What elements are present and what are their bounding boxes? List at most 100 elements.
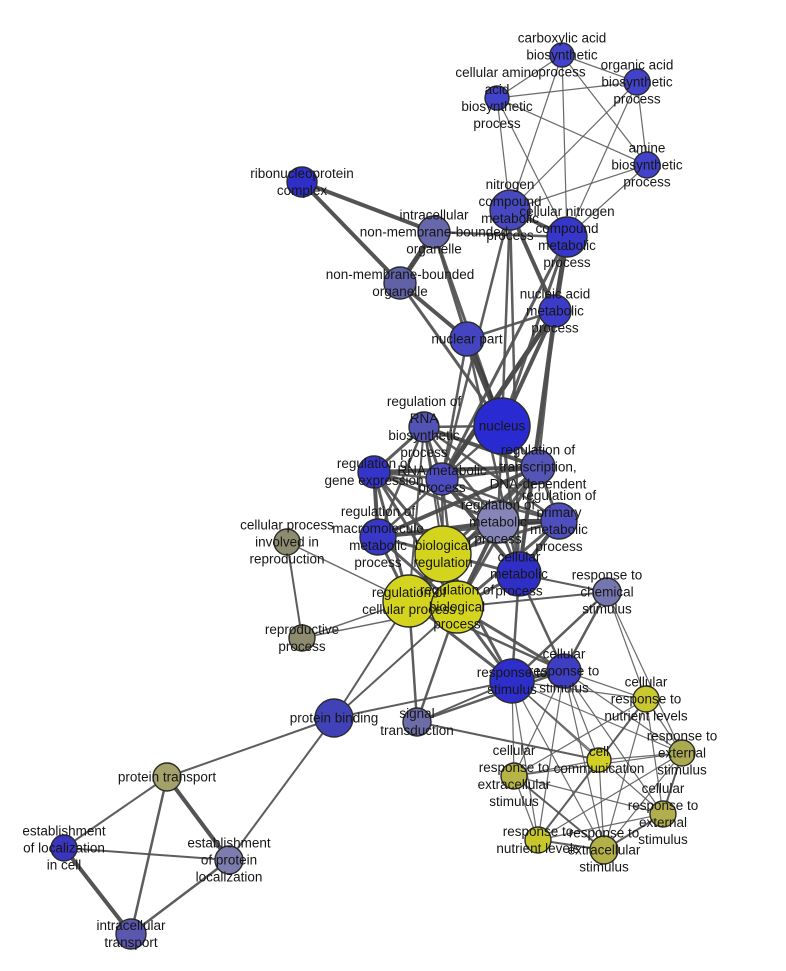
node-label-cell-communication: cell communication [554, 744, 645, 776]
node-nuclear-part[interactable] [449, 321, 485, 357]
node-label-cellular-metabolic-process: cellular metabolic process [490, 550, 548, 599]
edge-regulation-of-transcription-dna-dependent--regulation-of-gene-expression [373, 465, 539, 474]
node-reproductive-process[interactable] [288, 624, 316, 652]
node-regulation-of-primary-metabolic-process[interactable] [540, 502, 578, 540]
edge-cellular-response-to-stimulus--response-to-extracellular-stimulus [563, 670, 605, 851]
edge-regulation-of-rna-biosynthetic-process--regulation-of-transcription-dna-dependent [423, 425, 539, 469]
node-cell-communication[interactable] [586, 747, 612, 773]
node-organic-acid-biosynthetic-process[interactable] [623, 68, 651, 96]
edge-cellular-response-to-external-stimulus--response-to-nutrient-levels [537, 813, 664, 841]
edge-ribonucleoprotein-complex--non-membrane-bounded-organelle [300, 180, 402, 285]
edge-cell-communication--cellular-response-to-extracellular-stimulus [513, 759, 600, 777]
node-label-nucleus: nucleus [479, 419, 526, 434]
node-label-cellular-response-to-nutrient-levels: cellular response to nutrient levels [604, 675, 688, 724]
node-response-to-stimulus[interactable] [489, 658, 535, 704]
node-protein-transport[interactable] [152, 762, 182, 792]
edge-organic-acid-biosynthetic-process--amine-biosynthetic-process [636, 81, 648, 166]
node-establishment-of-protein-localization[interactable] [214, 845, 244, 875]
node-label-response-to-stimulus: response to stimulus [477, 665, 548, 697]
edge-organic-acid-biosynthetic-process--cellular-amino-acid-biosynthetic-process [496, 81, 638, 99]
node-nucleus[interactable] [473, 397, 531, 455]
edge-regulation-of-rna-biosynthetic-process--regulation-of-cellular-process [408, 426, 425, 602]
node-regulation-of-transcription-dna-dependent[interactable] [520, 449, 556, 485]
node-label-regulation-of-transcription-dna-dependent: regulation of transcription, DNA-dependent [490, 443, 587, 492]
node-response-to-extracellular-stimulus[interactable] [589, 835, 619, 865]
node-regulation-of-macromolecule-metabolic-process[interactable] [359, 518, 397, 556]
node-cellular-response-to-extracellular-stimulus[interactable] [500, 762, 528, 790]
edge-cellular-response-to-stimulus--signal-transduction [416, 669, 565, 724]
node-label-response-to-external-stimulus: response to external stimulus [647, 729, 718, 778]
node-label-response-to-chemical-stimulus: response to chemical stimulus [572, 568, 643, 617]
node-cellular-amino-acid-biosynthetic-process[interactable] [484, 85, 510, 111]
node-cellular-response-to-nutrient-levels[interactable] [632, 685, 660, 713]
node-response-to-nutrient-levels[interactable] [524, 826, 552, 854]
edge-carboxylic-acid-biosynthetic-process--cellular-amino-acid-biosynthetic-process [496, 54, 563, 99]
node-biological-regulation[interactable] [414, 525, 472, 583]
node-response-to-chemical-stimulus[interactable] [592, 577, 622, 607]
edge-cellular-response-to-nutrient-levels--cellular-response-to-extracellular-stimulus [513, 698, 647, 777]
node-regulation-of-metabolic-process[interactable] [476, 500, 520, 544]
node-intracellular-transport[interactable] [115, 918, 147, 950]
node-label-biological-regulation: biological regulation [413, 538, 472, 570]
node-cellular-nitrogen-compound-metabolic-process[interactable] [546, 216, 588, 258]
node-signal-transduction[interactable] [402, 707, 432, 737]
node-response-to-external-stimulus[interactable] [668, 739, 696, 767]
node-intracellular-non-membrane-bounded-organelle[interactable] [417, 215, 451, 249]
node-establishment-of-localization-in-cell[interactable] [50, 834, 78, 862]
node-label-carboxylic-acid-biosynthetic-process: carboxylic acid biosynthetic process [518, 31, 607, 80]
node-cellular-response-to-stimulus[interactable] [546, 653, 582, 689]
node-label-regulation-of-metabolic-process: regulation of metabolic process [461, 498, 536, 547]
edge-regulation-of-gene-expression--regulation-of-primary-metabolic-process [373, 470, 560, 523]
node-label-non-membrane-bounded-organelle: non-membrane-bounded organelle [326, 267, 475, 299]
node-label-cellular-amino-acid-biosynthetic-process: cellular amino acid biosynthetic process [455, 65, 538, 131]
edge-response-to-stimulus--protein-binding [333, 680, 513, 719]
edge-protein-transport--establishment-of-localization-in-cell [63, 776, 168, 849]
node-non-membrane-bounded-organelle[interactable] [383, 266, 417, 300]
edge-establishment-of-localization-in-cell--establishment-of-protein-localization [63, 847, 230, 861]
edge-regulation-of-gene-expression--regulation-of-metabolic-process [373, 470, 499, 524]
edge-response-to-stimulus--response-to-extracellular-stimulus [511, 680, 605, 851]
node-label-establishment-of-localization-in-cell: establishment of localization in cell [22, 824, 106, 873]
node-cellular-response-to-external-stimulus[interactable] [649, 800, 677, 828]
edge-protein-transport--establishment-of-protein-localization [165, 775, 231, 862]
node-label-response-to-extracellular-stimulus: response to extracellular stimulus [568, 826, 641, 875]
node-label-organic-acid-biosynthetic-process: organic acid biosynthetic process [601, 58, 674, 107]
node-label-nitrogen-compound-metabolic-process: nitrogen compound metabolic process [478, 177, 541, 243]
node-label-regulation-of-rna-biosynthetic-process: regulation of RNA biosynthetic process [387, 394, 462, 460]
node-regulation-of-biological-process[interactable] [430, 580, 484, 634]
edge-cellular-process-involved-in-reproduction--reproductive-process [286, 541, 303, 639]
edge-response-to-external-stimulus--response-to-extracellular-stimulus [603, 752, 683, 851]
node-amine-biosynthetic-process[interactable] [633, 151, 661, 179]
node-carboxylic-acid-biosynthetic-process[interactable] [549, 42, 575, 68]
edge-rna-metabolic-process--regulation-of-primary-metabolic-process [441, 477, 560, 523]
node-ribonucleoprotein-complex[interactable] [286, 166, 318, 198]
node-label-rna-metabolic-process: RNA metabolic process [397, 463, 487, 495]
edge-intracellular-non-membrane-bounded-organelle--cellular-nitrogen-compound-metabolic-process [433, 230, 568, 239]
edge-establishment-of-protein-localization--protein-binding [228, 717, 335, 861]
node-protein-binding[interactable] [314, 698, 354, 738]
node-regulation-of-rna-biosynthetic-process[interactable] [408, 411, 440, 443]
edge-regulation-of-biological-process--protein-binding [333, 606, 458, 719]
edge-protein-transport--protein-binding [166, 717, 335, 778]
node-nitrogen-compound-metabolic-process[interactable] [489, 189, 531, 231]
node-label-amine-biosynthetic-process: amine biosynthetic process [611, 141, 683, 190]
edge-response-to-chemical-stimulus--cellular-response-to-nutrient-levels [606, 591, 647, 700]
node-label-reproductive-process: reproductive process [265, 622, 339, 654]
node-label-cellular-response-to-external-stimulus: cellular response to external stimulus [628, 781, 699, 847]
node-cellular-process-involved-in-reproduction[interactable] [273, 528, 301, 556]
edge-establishment-of-protein-localization--intracellular-transport [130, 859, 230, 935]
node-regulation-of-gene-expression[interactable] [357, 455, 391, 489]
edge-cellular-amino-acid-biosynthetic-process--cellular-nitrogen-compound-metabolic-process [496, 97, 568, 238]
edge-nucleic-acid-metabolic-process--rna-metabolic-process [439, 309, 558, 481]
edge-carboxylic-acid-biosynthetic-process--nitrogen-compound-metabolic-process [509, 54, 563, 211]
node-nucleic-acid-metabolic-process[interactable] [538, 294, 572, 328]
edge-carboxylic-acid-biosynthetic-process--amine-biosynthetic-process [561, 54, 648, 166]
node-label-regulation-of-biological-process: regulation of biological process [420, 583, 495, 632]
node-label-intracellular-non-membrane-bounded-organelle: intracellular non-membrane-bounded organel… [360, 208, 509, 257]
node-rna-metabolic-process[interactable] [425, 462, 459, 496]
node-label-regulation-of-primary-metabolic-process: regulation of primary metabolic process [522, 488, 597, 554]
node-label-nuclear-part: nuclear part [431, 332, 503, 347]
edge-organic-acid-biosynthetic-process--nitrogen-compound-metabolic-process [509, 81, 638, 211]
node-cellular-metabolic-process[interactable] [496, 551, 542, 597]
